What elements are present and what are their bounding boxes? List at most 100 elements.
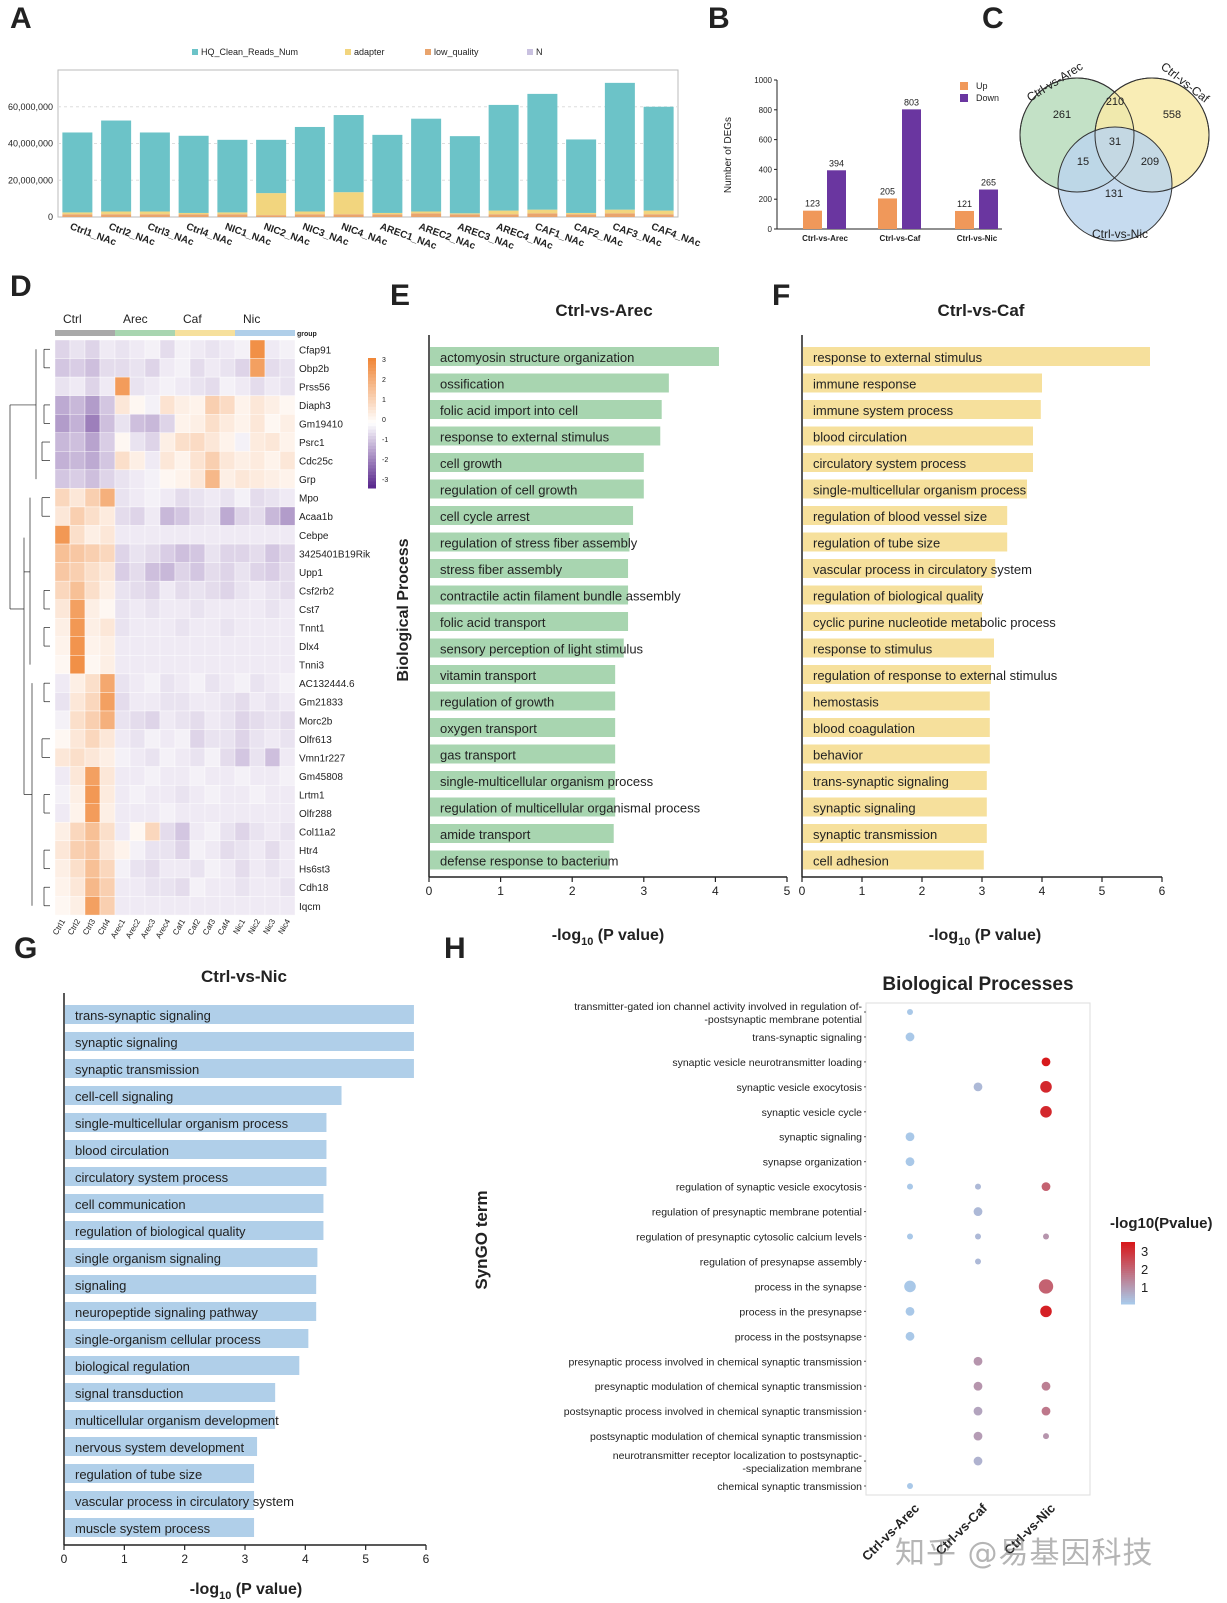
panel-a-bar-low-quality — [449, 214, 480, 217]
panel-h-dot — [905, 1306, 915, 1316]
heatmap-cell — [249, 896, 266, 916]
panel-h-term: presynaptic process involved in chemical… — [568, 1356, 862, 1368]
heatmap-scale-step — [368, 410, 376, 414]
panel-g-bar-label: single-multicellular organism process — [75, 1116, 289, 1131]
panel-g-bar — [65, 1167, 327, 1186]
venn-count-arec-only: 261 — [1053, 109, 1071, 121]
heatmap-scale-step — [368, 377, 376, 382]
panel-f-xtick: 6 — [1159, 884, 1166, 898]
panel-g-bar — [65, 1437, 258, 1456]
heatmap-cell — [69, 543, 86, 563]
panel-g-bar-label: vascular process in circulatory system — [75, 1494, 294, 1509]
heatmap-cell — [159, 562, 176, 582]
heatmap-gene-label: Gm45808 — [299, 772, 343, 783]
heatmap-cell — [174, 803, 191, 823]
panel-g-bar-label: circulatory system process — [75, 1170, 229, 1185]
heatmap-cell — [279, 580, 296, 600]
venn-count-arec-caf: 210 — [1106, 96, 1124, 108]
panel-h-dot — [1041, 1381, 1051, 1391]
panel-a-legend-label: HQ_Clean_Reads_Num — [201, 47, 298, 57]
heatmap-cell — [264, 618, 281, 637]
heatmap-cell — [204, 896, 221, 916]
heatmap-scale-step — [368, 371, 376, 375]
heatmap-cell — [114, 358, 131, 378]
heatmap-cell — [54, 432, 71, 452]
heatmap-cell — [264, 877, 281, 897]
panel-a-bar-adapter — [333, 192, 364, 215]
heatmap-cell — [174, 525, 191, 545]
heatmap-cell — [279, 506, 296, 526]
panel-b-bar-down — [902, 109, 921, 229]
panel-h-legend-step — [1121, 1258, 1135, 1262]
heatmap-cell — [279, 896, 296, 916]
heatmap-cell — [99, 766, 116, 786]
panel-h-legend-step — [1121, 1279, 1135, 1282]
heatmap-gene-label: Upp1 — [299, 568, 323, 579]
heatmap-cell — [84, 747, 101, 767]
heatmap-cell — [159, 803, 176, 823]
heatmap-cell — [264, 432, 281, 452]
heatmap-scale-step — [368, 452, 376, 456]
heatmap-cell — [144, 692, 161, 712]
heatmap-cell — [174, 339, 191, 359]
panel-h-dot — [907, 1183, 913, 1190]
heatmap-cell — [84, 618, 101, 637]
heatmap-cell — [69, 859, 86, 879]
heatmap-cell — [54, 414, 71, 433]
heatmap-cell — [114, 599, 131, 619]
heatmap-cell — [264, 692, 281, 712]
panel-e-bar-label: regulation of stress fiber assembly — [440, 536, 638, 551]
panel-h-legend-title: -log10(Pvalue) — [1110, 1215, 1213, 1232]
heatmap-cell — [234, 580, 251, 600]
heatmap-cell — [189, 803, 206, 823]
heatmap-cell — [54, 655, 71, 675]
heatmap-cell — [84, 692, 101, 712]
heatmap-scale-step — [368, 471, 376, 476]
heatmap-cell — [174, 840, 191, 860]
heatmap-cell — [264, 822, 281, 842]
heatmap-sample-label: Nic2 — [246, 917, 262, 936]
heatmap-cell — [114, 618, 131, 637]
heatmap-cell — [174, 451, 191, 471]
heatmap-cell — [219, 506, 236, 526]
heatmap-cell — [129, 358, 146, 378]
heatmap-gene-label: Mpo — [299, 494, 319, 505]
heatmap-cell — [189, 488, 206, 508]
heatmap-gene-label: AC132444.6 — [299, 679, 355, 690]
heatmap-cell — [84, 339, 101, 359]
panel-g-xtick: 0 — [61, 1552, 68, 1566]
heatmap-cell — [279, 451, 296, 471]
panel-b-xtick: Ctrl-vs-Caf — [880, 234, 921, 243]
heatmap-cell — [189, 655, 206, 675]
heatmap-scale-step — [368, 361, 376, 365]
heatmap-cell — [84, 580, 101, 600]
heatmap-cell — [189, 395, 206, 415]
panel-h-dot — [975, 1183, 981, 1190]
panel-g-bar-label: signaling — [75, 1278, 126, 1293]
heatmap-cell — [54, 618, 71, 637]
panel-a-bar-hq-clean-reads-num — [449, 136, 480, 214]
heatmap-gene-label: Tnni3 — [299, 661, 324, 672]
heatmap-cell — [84, 803, 101, 823]
panel-g-bar — [65, 1356, 300, 1375]
panel-a-bar-low-quality — [372, 214, 403, 217]
panel-a-legend-swatch — [425, 49, 431, 55]
heatmap-cell — [54, 692, 71, 712]
heatmap-cell — [99, 506, 116, 526]
panel-f-xtick: 4 — [1039, 884, 1046, 898]
panel-e-bar — [430, 824, 614, 843]
panel-e-xtick: 5 — [784, 884, 791, 898]
panel-e-bar — [430, 532, 630, 552]
heatmap-cell — [99, 840, 116, 860]
heatmap-cell — [99, 710, 116, 730]
panel-b-ytick: 200 — [759, 195, 773, 204]
heatmap-cell — [279, 376, 296, 396]
panel-e-bar — [430, 426, 661, 446]
panel-b-value-down: 803 — [904, 97, 919, 107]
heatmap-cell — [144, 785, 161, 804]
panel-a-bar-low-quality — [101, 214, 132, 217]
heatmap-cell — [69, 358, 86, 378]
heatmap-cell — [54, 859, 71, 879]
heatmap-cell — [129, 859, 146, 879]
heatmap-cell — [84, 451, 101, 471]
